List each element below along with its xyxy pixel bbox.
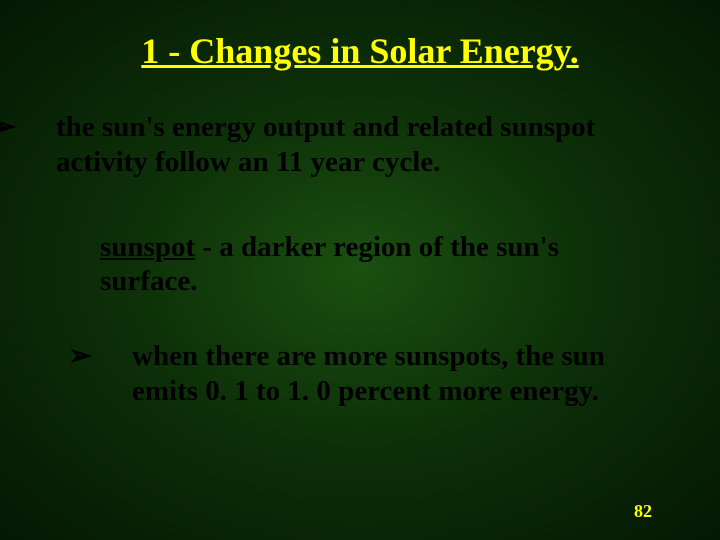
main-bullet-text: the sun's energy output and related suns… [56,111,595,178]
definition-block: sunspot - a darker region of the sun's s… [20,230,700,300]
slide-title: 1 - Changes in Solar Energy. [20,30,700,72]
definition-term: sunspot [100,231,195,263]
sub-bullet: ➢when there are more sunspots, the sun e… [20,339,700,409]
sub-bullet-text: when there are more sunspots, the sun em… [132,340,605,407]
page-number: 82 [634,501,652,522]
bullet-arrow-icon: ➢ [24,110,56,145]
slide: 1 - Changes in Solar Energy. ➢the sun's … [0,0,720,540]
main-bullet: ➢the sun's energy output and related sun… [20,110,700,180]
bullet-arrow-icon: ➢ [100,339,132,374]
